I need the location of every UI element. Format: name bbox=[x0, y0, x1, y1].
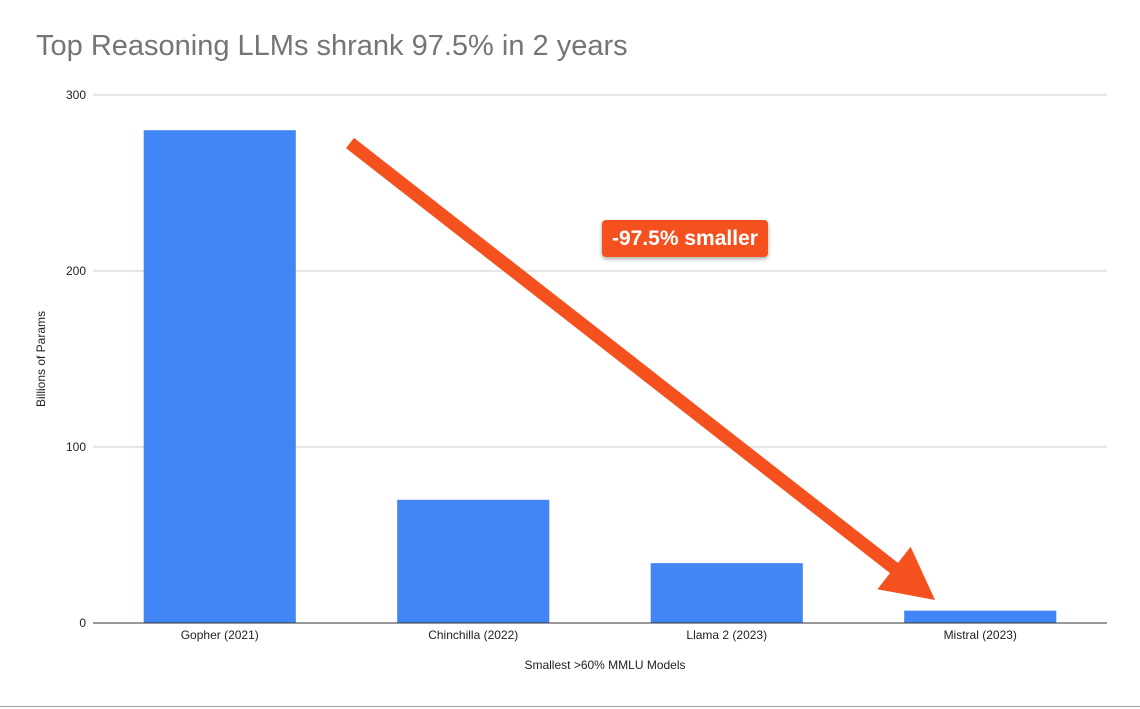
x-axis-label: Smallest >60% MMLU Models bbox=[524, 658, 685, 672]
x-tick-label: Mistral (2023) bbox=[944, 628, 1017, 642]
x-tick-label: Llama 2 (2023) bbox=[686, 628, 767, 642]
bar bbox=[397, 499, 550, 623]
y-axis-label: Billions of Params bbox=[34, 311, 48, 407]
bars bbox=[143, 130, 1057, 623]
bottom-divider bbox=[0, 706, 1140, 707]
x-tick-label: Chinchilla (2022) bbox=[428, 628, 518, 642]
y-tick-label: 300 bbox=[66, 88, 86, 102]
x-tick-label: Gopher (2021) bbox=[181, 628, 259, 642]
arrow-shaft bbox=[345, 137, 900, 575]
bar bbox=[904, 610, 1057, 623]
bar bbox=[143, 130, 296, 623]
bar bbox=[650, 563, 803, 623]
chart-title: Top Reasoning LLMs shrank 97.5% in 2 yea… bbox=[36, 30, 628, 62]
y-tick-label: 200 bbox=[66, 264, 86, 278]
annotation-badge: -97.5% smaller bbox=[602, 220, 768, 257]
x-tick-labels: Gopher (2021) Chinchilla (2022) Llama 2 (2… bbox=[181, 628, 1017, 642]
arrow-head bbox=[877, 546, 935, 600]
trend-arrow bbox=[345, 137, 935, 600]
y-tick-labels: 0 100 200 300 bbox=[66, 88, 86, 630]
y-tick-label: 100 bbox=[66, 440, 86, 454]
y-tick-label: 0 bbox=[79, 616, 86, 630]
